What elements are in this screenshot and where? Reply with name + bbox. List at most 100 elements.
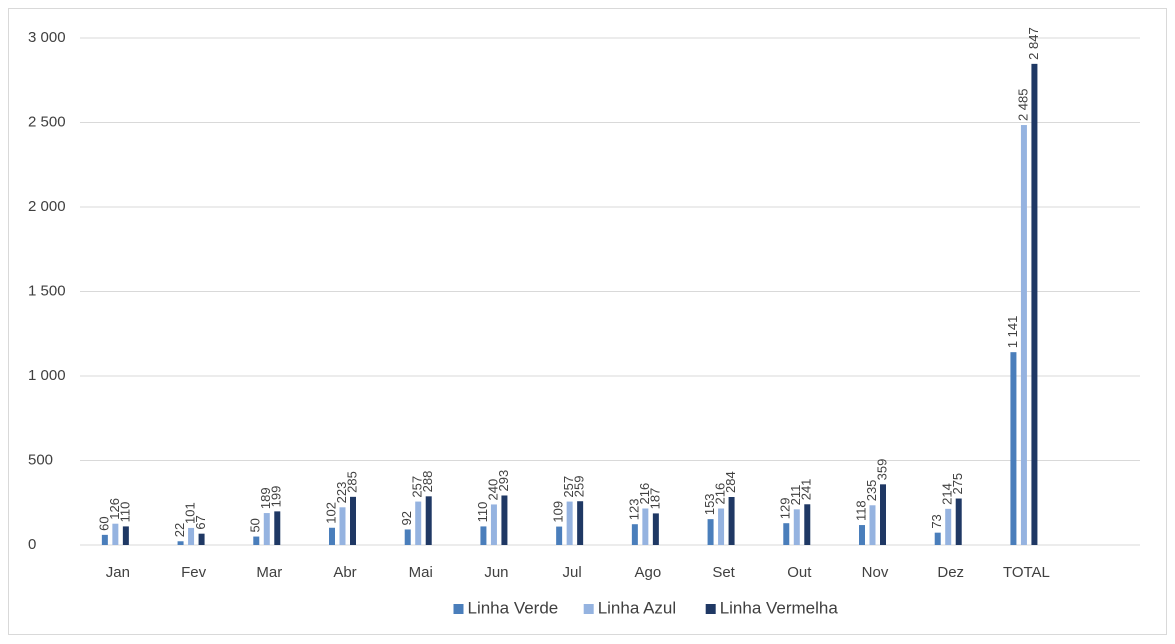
legend-swatch (583, 604, 594, 614)
data-label: 241 (799, 479, 814, 501)
data-label: 216 (637, 483, 652, 505)
bar (859, 525, 865, 545)
x-tick-label: Jan (106, 564, 130, 581)
bar (642, 508, 649, 545)
bar (718, 508, 725, 545)
data-label: 50 (248, 518, 263, 532)
x-tick-label: Fev (181, 564, 207, 581)
data-label: 109 (551, 501, 566, 523)
y-tick-label: 3 000 (28, 29, 66, 46)
data-label: 240 (485, 479, 500, 501)
bar (112, 523, 119, 545)
bar (556, 526, 563, 545)
chart-border (8, 8, 1167, 635)
data-label: 257 (410, 476, 425, 498)
bar (188, 527, 195, 545)
data-label: 211 (788, 485, 803, 506)
data-label: 126 (107, 498, 122, 520)
bar (177, 541, 184, 545)
data-label: 257 (561, 476, 576, 498)
bar (945, 508, 952, 545)
bar (1010, 352, 1017, 545)
legend-label: Linha Vermelha (720, 598, 839, 617)
data-label: 359 (874, 459, 889, 481)
data-label: 129 (778, 497, 793, 519)
bar (350, 496, 356, 545)
bar (869, 505, 876, 545)
bar (404, 529, 411, 545)
x-tick-label: Dez (937, 564, 964, 581)
bar (955, 498, 962, 545)
data-label: 223 (334, 482, 349, 504)
data-label: 288 (420, 471, 435, 493)
x-tick-label: Out (787, 564, 812, 581)
y-tick-label: 2 000 (28, 198, 66, 215)
data-label: 73 (929, 514, 944, 528)
data-label: 285 (344, 471, 359, 493)
data-label: 259 (572, 476, 587, 498)
bar (253, 536, 260, 545)
bar (101, 534, 108, 545)
data-label: 92 (399, 511, 414, 525)
bar (198, 533, 205, 545)
bar (501, 495, 508, 545)
bar (577, 501, 584, 545)
bar (122, 526, 129, 545)
bar (274, 511, 281, 545)
data-label: 1 141 (1005, 316, 1020, 349)
bar (1020, 125, 1027, 545)
data-label: 102 (323, 502, 338, 524)
bar (631, 524, 638, 545)
bar (566, 501, 573, 545)
bar (934, 532, 941, 545)
data-label: 293 (496, 470, 511, 492)
x-tick-label: Nov (862, 564, 889, 581)
x-tick-label: TOTAL (1003, 564, 1050, 581)
data-label: 123 (626, 499, 641, 521)
legend-label: Linha Verde (468, 598, 559, 617)
data-label: 187 (647, 488, 662, 510)
data-label: 2 847 (1026, 27, 1041, 60)
x-tick-label: Set (712, 564, 735, 581)
bar (793, 509, 800, 545)
bar (480, 526, 487, 545)
bar (707, 519, 714, 545)
bar (425, 496, 432, 545)
data-label: 275 (950, 473, 965, 495)
bar (263, 513, 270, 545)
x-tick-label: Jul (563, 564, 582, 581)
data-label: 214 (940, 483, 955, 505)
data-label: 189 (258, 487, 273, 509)
y-tick-label: 2 500 (28, 113, 66, 130)
data-label: 235 (864, 480, 879, 502)
bar (783, 523, 790, 545)
data-label: 153 (702, 493, 717, 515)
data-label: 101 (183, 502, 198, 524)
y-tick-label: 500 (28, 451, 53, 468)
y-tick-label: 1 000 (28, 367, 66, 384)
data-label: 2 485 (1015, 88, 1030, 121)
x-tick-label: Ago (635, 564, 662, 581)
data-label: 199 (269, 486, 284, 508)
x-tick-label: Mar (256, 564, 282, 581)
y-tick-label: 1 500 (28, 282, 66, 299)
bar (415, 501, 422, 545)
legend-swatch (705, 604, 716, 614)
legend-swatch (453, 604, 464, 614)
bar (329, 527, 335, 545)
y-tick-label: 0 (28, 536, 36, 553)
data-label: 60 (96, 516, 111, 530)
data-label: 110 (117, 502, 132, 523)
x-tick-label: Mai (409, 564, 433, 581)
bar (880, 484, 886, 545)
bar (804, 504, 811, 545)
data-label: 67 (193, 515, 208, 529)
bar (490, 504, 497, 545)
data-label: 118 (853, 500, 868, 521)
bar (728, 497, 735, 545)
x-tick-label: Abr (333, 564, 356, 581)
bar (1031, 63, 1038, 546)
data-label: 110 (475, 502, 490, 523)
data-label: 216 (713, 483, 728, 505)
x-tick-label: Jun (484, 564, 508, 581)
